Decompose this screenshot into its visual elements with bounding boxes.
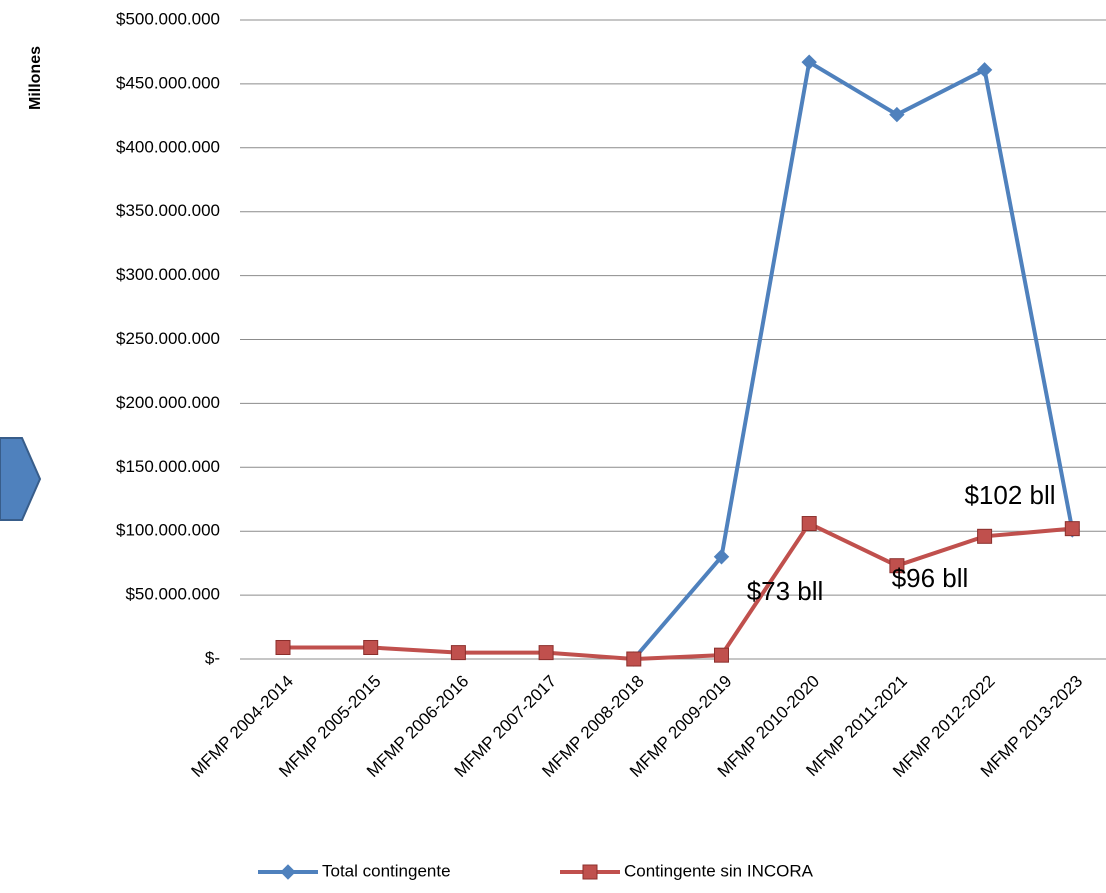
y-tick-label: $500.000.000 bbox=[116, 9, 220, 28]
y-tick-label: $350.000.000 bbox=[116, 201, 220, 220]
series-line bbox=[632, 58, 1075, 661]
annotation: $73 bll bbox=[747, 576, 824, 606]
data-point bbox=[714, 647, 729, 663]
legend-label: Contingente sin INCORA bbox=[624, 861, 814, 880]
y-tick-label: $450.000.000 bbox=[116, 73, 220, 92]
y-tick-label: $150.000.000 bbox=[116, 457, 220, 476]
legend-marker bbox=[280, 864, 296, 880]
legend-label: Total contingente bbox=[322, 861, 451, 880]
data-point bbox=[626, 651, 642, 667]
legend-marker bbox=[582, 864, 598, 880]
y-tick-label: $400.000.000 bbox=[116, 137, 220, 156]
y-tick-label: $- bbox=[205, 648, 220, 667]
data-point bbox=[363, 639, 379, 655]
data-point bbox=[1064, 521, 1080, 537]
y-tick-label: $300.000.000 bbox=[116, 265, 220, 284]
annotation: $96 bll bbox=[892, 563, 969, 593]
y-tick-label: $50.000.000 bbox=[125, 585, 220, 604]
y-tick-label: $200.000.000 bbox=[116, 393, 220, 412]
data-point bbox=[889, 558, 905, 574]
y-tick-label: $100.000.000 bbox=[116, 521, 220, 540]
data-point bbox=[977, 528, 993, 544]
data-point bbox=[713, 549, 730, 565]
data-point bbox=[450, 645, 466, 661]
data-point bbox=[976, 62, 993, 78]
data-point bbox=[889, 106, 905, 123]
y-tick-label: $250.000.000 bbox=[116, 329, 220, 348]
data-point bbox=[538, 645, 554, 661]
data-point bbox=[275, 639, 291, 655]
data-point bbox=[801, 54, 817, 70]
y-axis-label: Millones bbox=[27, 46, 44, 110]
arrow-shape bbox=[0, 437, 42, 521]
annotation: $102 bll bbox=[964, 480, 1055, 510]
data-point bbox=[801, 516, 817, 532]
series-line bbox=[283, 520, 1073, 662]
